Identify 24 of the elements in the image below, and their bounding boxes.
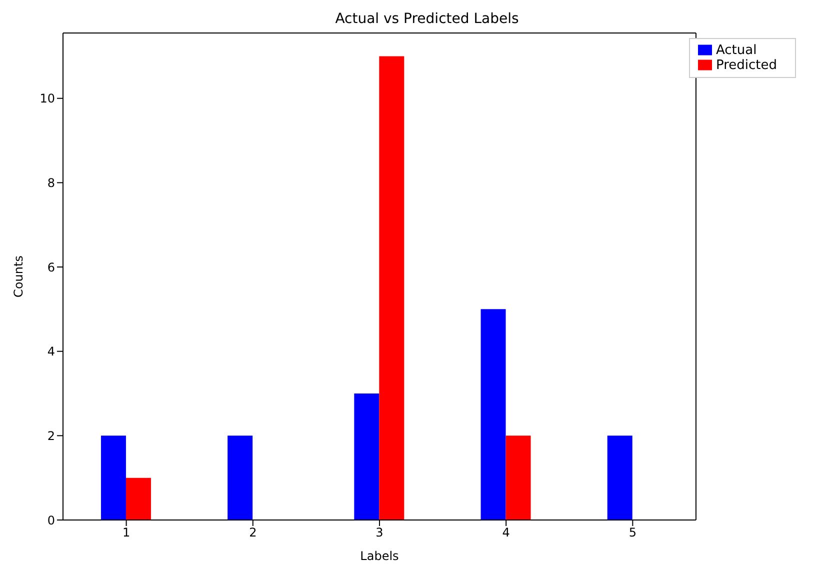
y-tick-label: 0 bbox=[47, 513, 55, 528]
bar bbox=[100, 436, 126, 520]
chart-title: Actual vs Predicted Labels bbox=[334, 10, 520, 29]
y-tick-label: 6 bbox=[47, 260, 55, 274]
x-axis-title: Labels bbox=[360, 549, 399, 563]
y-tick-label: 8 bbox=[47, 176, 55, 190]
x-tick-label: 4 bbox=[502, 526, 510, 540]
y-axis-title: Counts bbox=[11, 256, 26, 298]
bar bbox=[126, 478, 151, 520]
y-tick-label: 4 bbox=[47, 344, 55, 359]
legend-label: Actual bbox=[716, 43, 757, 58]
y-tick-label: 2 bbox=[47, 428, 55, 443]
x-tick-label: 5 bbox=[628, 526, 636, 540]
legend-label: Predicted bbox=[716, 58, 777, 73]
bar bbox=[480, 309, 506, 520]
y-tick-label: 10 bbox=[40, 92, 55, 106]
bar bbox=[506, 436, 531, 520]
x-tick-label: 3 bbox=[376, 526, 384, 540]
bar bbox=[379, 56, 404, 520]
bar bbox=[607, 436, 632, 520]
bar bbox=[354, 394, 380, 520]
bar bbox=[228, 436, 253, 520]
x-tick-label: 1 bbox=[122, 526, 130, 540]
x-tick-label: 2 bbox=[249, 526, 257, 540]
